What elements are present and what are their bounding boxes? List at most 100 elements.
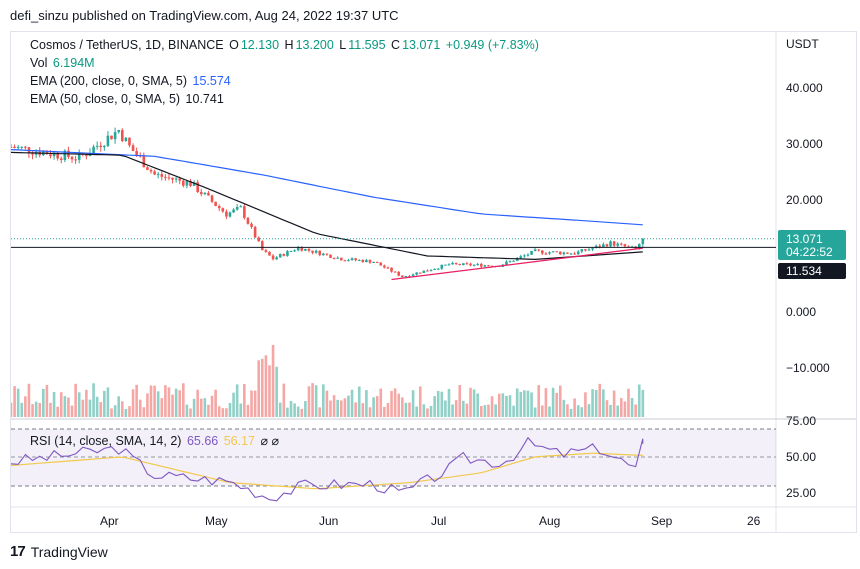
- candle-body: [462, 263, 465, 266]
- volume-bar: [275, 366, 278, 417]
- rsi-label: RSI (14, close, SMA, 14, 2): [30, 434, 182, 448]
- volume-bar: [113, 405, 117, 417]
- price-tick: 40.000: [786, 81, 823, 95]
- candle-body: [397, 271, 401, 276]
- volume-bar: [138, 399, 142, 417]
- candle-body: [217, 206, 221, 209]
- volume-bar: [189, 408, 192, 417]
- volume-bar: [289, 400, 293, 417]
- candle-body: [70, 156, 74, 160]
- ema-badge: [778, 263, 846, 279]
- volume-bar: [472, 389, 476, 417]
- candle-body: [422, 270, 426, 274]
- volume-bar: [225, 408, 228, 417]
- volume-bar: [228, 402, 232, 417]
- candle-body: [379, 262, 383, 266]
- candle-body: [59, 158, 63, 161]
- volume-bar: [278, 402, 282, 417]
- time-tick: Jul: [431, 514, 446, 528]
- volume-bar: [401, 397, 404, 417]
- candle-body: [329, 254, 332, 258]
- volume-bar: [235, 384, 239, 417]
- candle-body: [602, 244, 605, 248]
- candle-body: [339, 257, 343, 261]
- candle-body: [404, 276, 408, 278]
- candle-body: [454, 262, 458, 264]
- volume-bar: [135, 384, 138, 417]
- volume-legend[interactable]: Vol 6.194M: [30, 56, 97, 70]
- candle-body: [160, 174, 164, 177]
- candle-body: [128, 137, 131, 146]
- volume-bar: [20, 402, 24, 417]
- volume-bar: [544, 388, 548, 417]
- candle-body: [591, 248, 594, 250]
- candle-body: [383, 265, 386, 268]
- candle-body: [289, 250, 293, 252]
- candle-body: [372, 261, 375, 263]
- volume-bar: [479, 406, 483, 417]
- ema200-value: 15.574: [192, 74, 231, 88]
- candle-body: [271, 255, 275, 260]
- candle-body: [63, 150, 67, 161]
- volume-bar: [146, 393, 149, 417]
- time-tick: Sep: [651, 514, 673, 528]
- candle-body: [210, 195, 214, 202]
- volume-bar: [178, 390, 182, 417]
- volume-bar: [372, 397, 375, 417]
- support-trendline[interactable]: [391, 247, 643, 281]
- volume-bar: [630, 398, 634, 417]
- volume-bar: [361, 403, 365, 417]
- candle-body: [429, 269, 433, 271]
- volume-bar: [533, 407, 537, 417]
- volume-bar: [418, 386, 422, 417]
- candle-body: [587, 249, 591, 251]
- volume-bar: [490, 396, 494, 417]
- chart-container[interactable]: USDT 40.000 30.000 20.000 10.000 0.000 −…: [10, 31, 857, 533]
- volume-bar: [537, 385, 541, 417]
- volume-bar: [167, 387, 171, 417]
- candle-body: [99, 145, 103, 148]
- candle-body: [92, 146, 95, 154]
- candle-body: [77, 153, 81, 160]
- candle-body: [146, 167, 149, 170]
- volume-bar: [246, 404, 250, 417]
- volume-bar: [584, 392, 587, 417]
- rsi-icons[interactable]: ⌀ ⌀: [260, 434, 279, 448]
- candle-body: [261, 241, 264, 251]
- volume-bar: [569, 408, 573, 417]
- volume-bar: [562, 399, 566, 417]
- ema200-legend[interactable]: EMA (200, close, 0, SMA, 5) 15.574: [30, 74, 233, 88]
- footer-brand: TradingView: [30, 543, 108, 560]
- volume-bar: [99, 402, 103, 417]
- rsi-tick: 75.00: [786, 414, 816, 428]
- volume-bar: [239, 403, 243, 417]
- volume-bar: [95, 396, 99, 417]
- rsi-legend[interactable]: RSI (14, close, SMA, 14, 2) 65.66 56.17 …: [30, 433, 281, 448]
- candle-body: [426, 270, 429, 272]
- rsi-tick: 50.00: [786, 450, 816, 464]
- candle-body: [95, 145, 99, 147]
- footer[interactable]: 17 TradingView: [10, 543, 108, 560]
- volume-bar: [192, 398, 196, 417]
- ohlc-high: 13.200: [295, 38, 334, 52]
- volume-bar: [42, 388, 45, 417]
- volume-bar: [253, 390, 257, 417]
- candle-body: [322, 253, 325, 256]
- volume-bar: [587, 404, 591, 417]
- volume-bar: [469, 387, 472, 417]
- candle-body: [110, 135, 113, 140]
- volume-bar: [196, 389, 199, 417]
- candle-body: [278, 254, 282, 258]
- volume-bar: [350, 389, 354, 417]
- ema50-legend[interactable]: EMA (50, close, 0, SMA, 5) 10.741: [30, 92, 226, 106]
- candle-body: [203, 192, 207, 195]
- candle-body: [505, 261, 508, 265]
- ohlc-high-label: H: [284, 38, 294, 52]
- chart-svg[interactable]: USDT 40.000 30.000 20.000 10.000 0.000 −…: [11, 32, 856, 532]
- candle-body: [52, 152, 56, 157]
- volume-bar: [88, 399, 92, 417]
- candle-body: [418, 272, 422, 274]
- symbol-legend[interactable]: Cosmos / TetherUS, 1D, BINANCE O 12.130 H…: [30, 38, 541, 52]
- volume-bar: [519, 391, 523, 417]
- candle-body: [246, 217, 250, 224]
